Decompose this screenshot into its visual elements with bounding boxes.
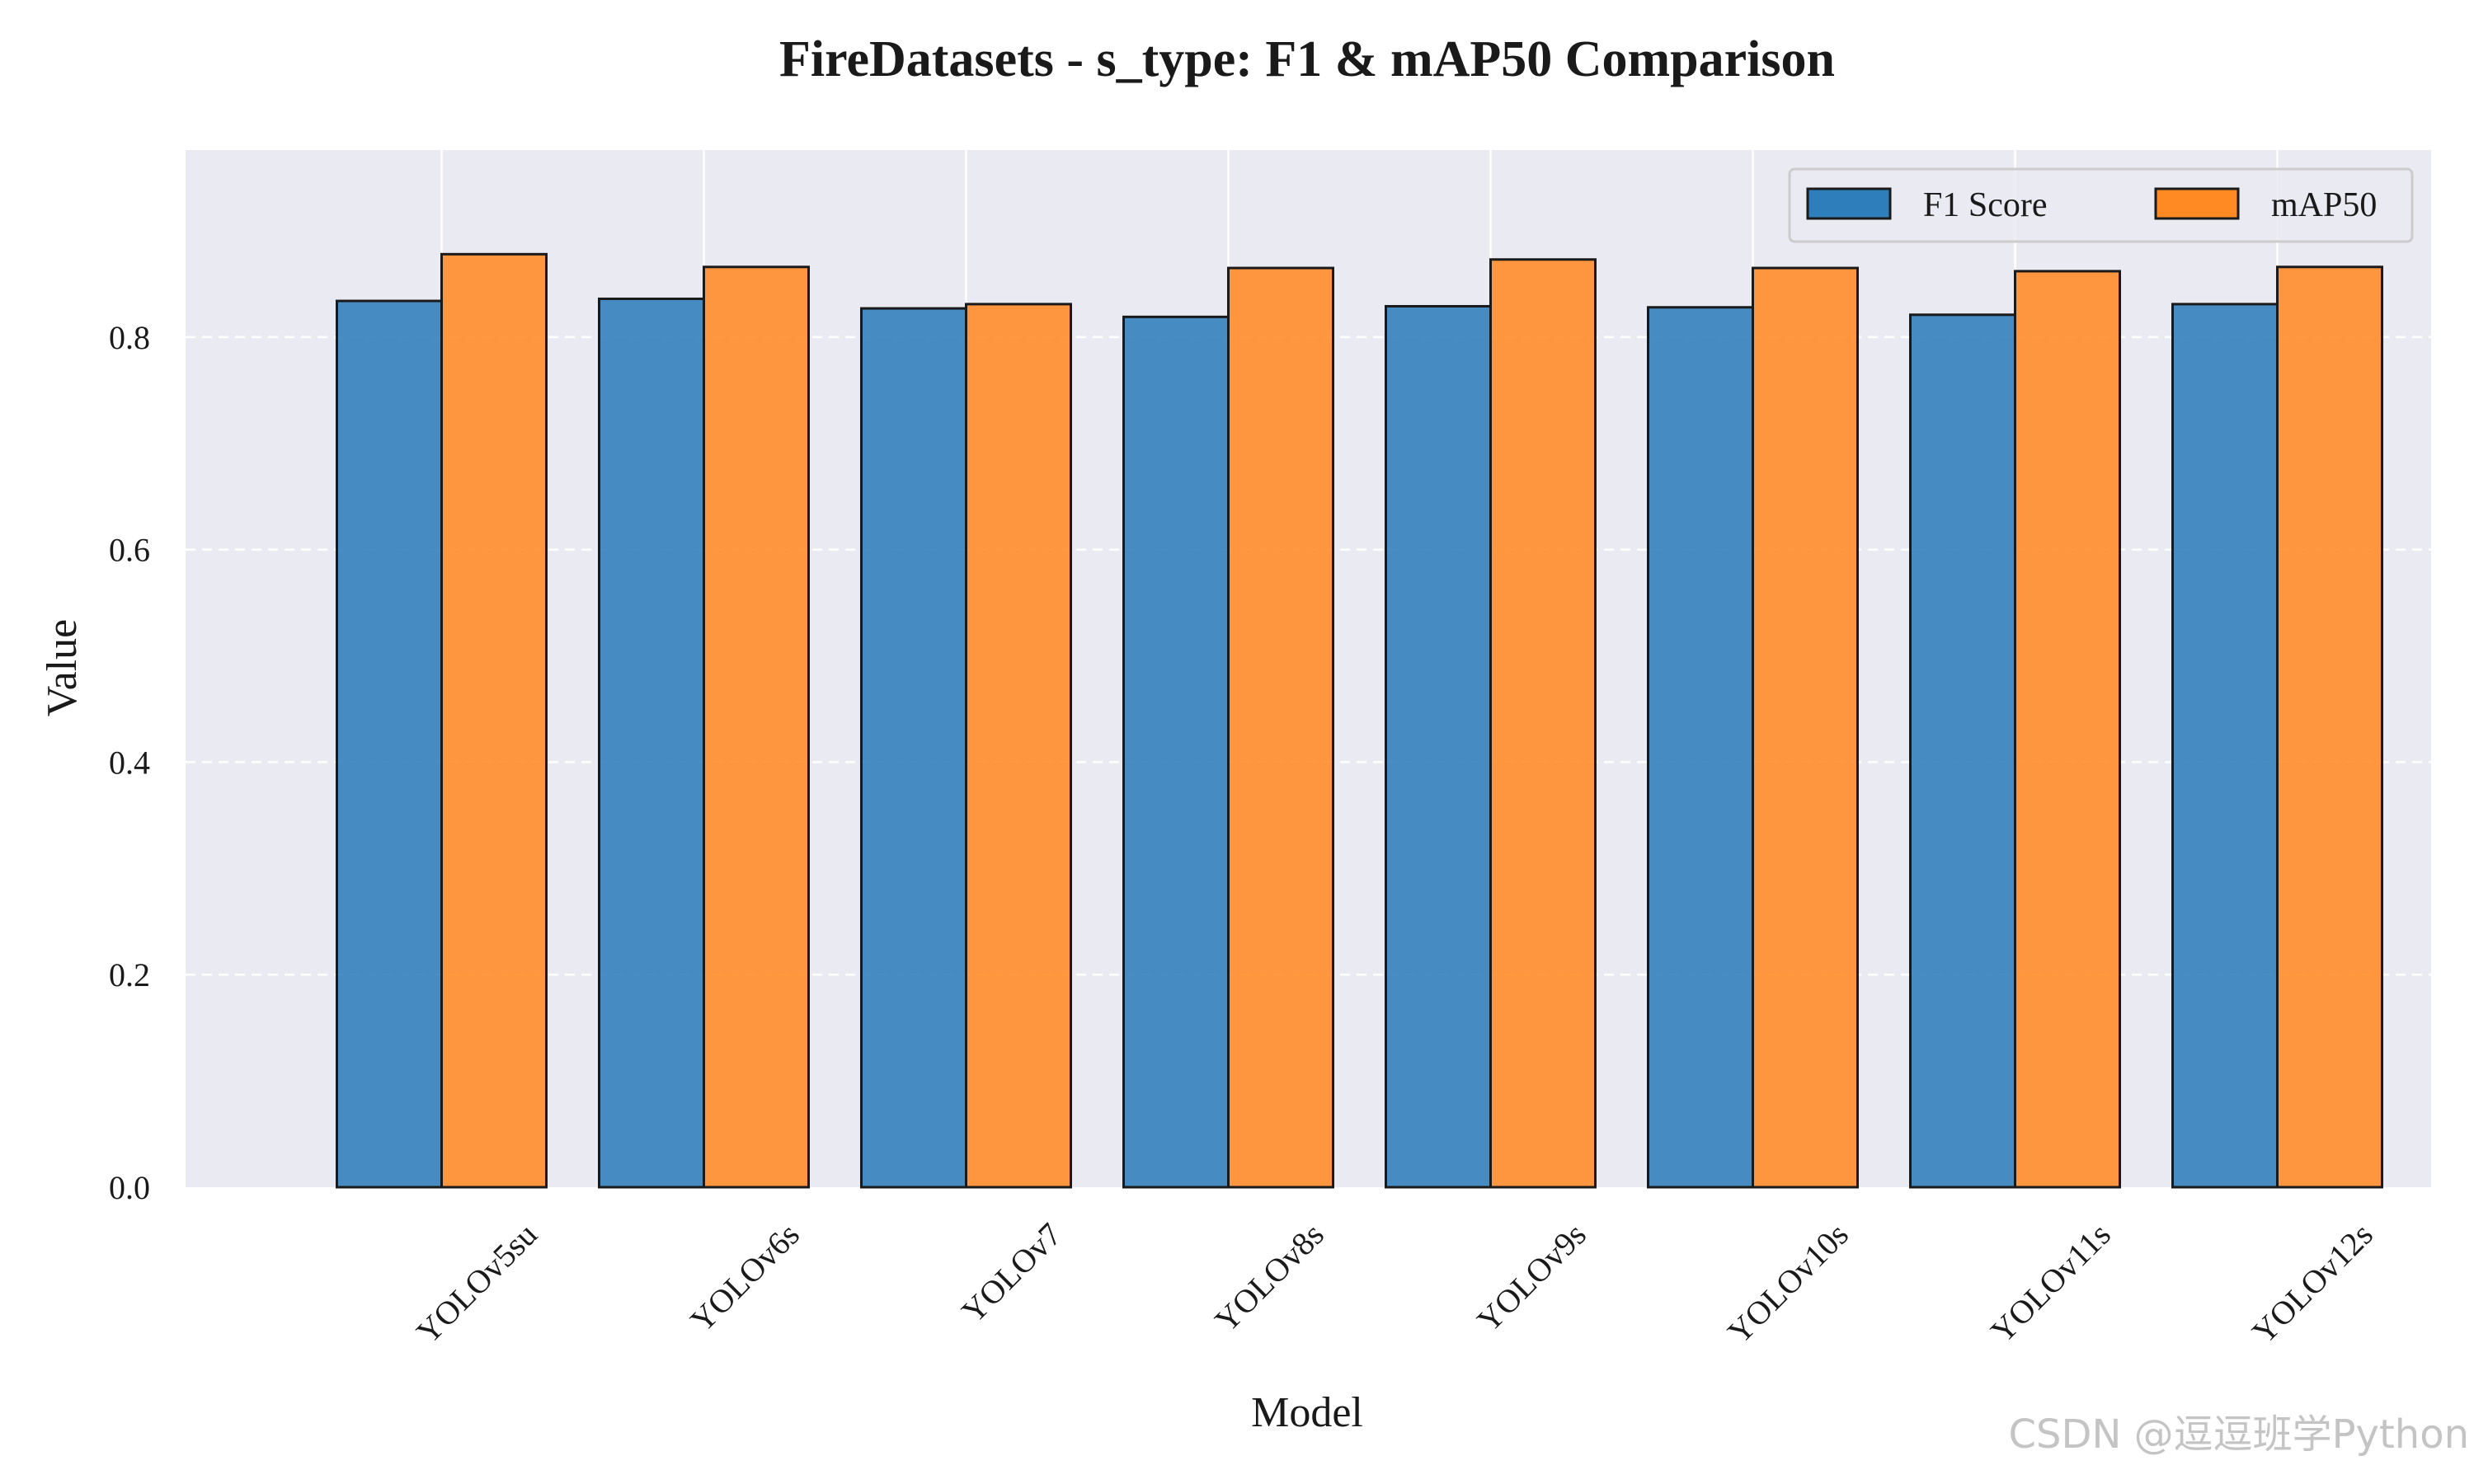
x-tick-label: YOLOv5su [409, 1216, 544, 1351]
bar-map50-yolov12s [2276, 265, 2383, 1189]
bar-f1-score-yolov10s [1647, 306, 1754, 1189]
legend-label-f1-score: F1 Score [1923, 186, 2048, 224]
x-tick-label: YOLOv9s [1470, 1216, 1593, 1340]
bar-map50-yolov5su [440, 252, 548, 1189]
y-axis-label: Value [39, 619, 86, 716]
bar-map50-yolov11s [2014, 270, 2121, 1189]
bar-map50-yolov9s [1489, 258, 1597, 1189]
legend-swatch-f1-score [1806, 187, 1892, 220]
x-tick-label: YOLOv10s [1720, 1216, 1856, 1351]
bar-f1-score-yolov9s [1385, 304, 1492, 1189]
x-tick-label: YOLOv8s [1207, 1216, 1331, 1340]
legend-frame [1788, 167, 2414, 243]
bar-f1-score-yolov5su [336, 299, 443, 1189]
y-tick-label: 0.6 [109, 532, 150, 569]
x-tick-label: YOLOv12s [2245, 1216, 2380, 1351]
plot-area [186, 150, 2431, 1189]
x-tick-label: YOLOv7 [954, 1216, 1069, 1331]
x-tick-label: YOLOv6s [683, 1216, 807, 1340]
y-tick-label: 0.2 [109, 956, 150, 993]
bar-map50-yolov7 [965, 303, 1072, 1189]
y-axis-ticks: 0.0 0.2 0.4 0.6 0.8 [109, 319, 150, 1206]
bar-map50-yolov10s [1752, 266, 1859, 1189]
x-axis-label: Model [1251, 1389, 1363, 1436]
bar-series-group [336, 252, 2383, 1189]
bar-f1-score-yolov11s [1909, 313, 2016, 1189]
legend-label-map50: mAP50 [2271, 186, 2377, 224]
y-tick-label: 0.0 [109, 1169, 150, 1206]
legend: F1 Score mAP50 [1788, 167, 2414, 243]
watermark-text: CSDN @逗逗班学Python [2008, 1411, 2470, 1458]
chart-title: FireDatasets - s_type: F1 & mAP50 Compar… [779, 31, 1835, 87]
bar-f1-score-yolov7 [860, 307, 967, 1189]
bar-f1-score-yolov8s [1122, 315, 1230, 1189]
bar-f1-score-yolov12s [2171, 303, 2279, 1189]
y-tick-label: 0.4 [109, 744, 150, 781]
x-axis-ticks: YOLOv5su YOLOv6s YOLOv7 YOLOv8s YOLOv9s YOLOv… [409, 1216, 2380, 1351]
x-tick-label: YOLOv11s [1983, 1216, 2118, 1350]
bar-f1-score-yolov6s [598, 297, 705, 1189]
bar-map50-yolov8s [1227, 266, 1334, 1189]
bar-map50-yolov6s [703, 265, 810, 1189]
y-tick-label: 0.8 [109, 319, 150, 356]
legend-swatch-map50 [2154, 187, 2240, 220]
